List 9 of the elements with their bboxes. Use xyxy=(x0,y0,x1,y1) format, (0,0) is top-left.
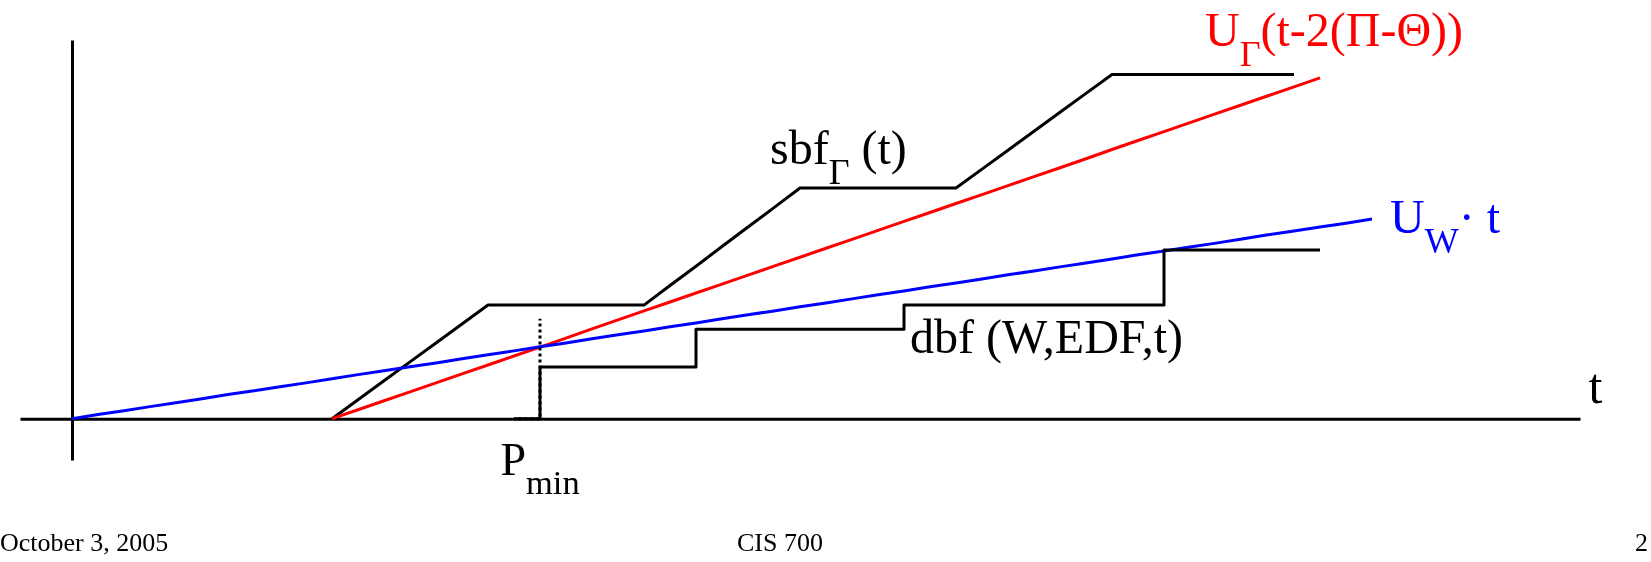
x-axis-title: t xyxy=(1588,358,1603,415)
series-label: sbf$_{Γ}$ (t) xyxy=(770,121,907,193)
series-label: dbf (W,EDF,t) xyxy=(910,310,1184,365)
series-label: U$_{Γ}$(t-2(Π-Θ)) xyxy=(1205,2,1464,74)
text: 2 xyxy=(1635,528,1648,557)
series-label: U$_{W}$· t xyxy=(1390,190,1501,262)
text: P$_{min}$ xyxy=(500,433,580,501)
text: October 3, 2005 xyxy=(0,528,169,557)
text: CIS 700 xyxy=(737,528,823,557)
